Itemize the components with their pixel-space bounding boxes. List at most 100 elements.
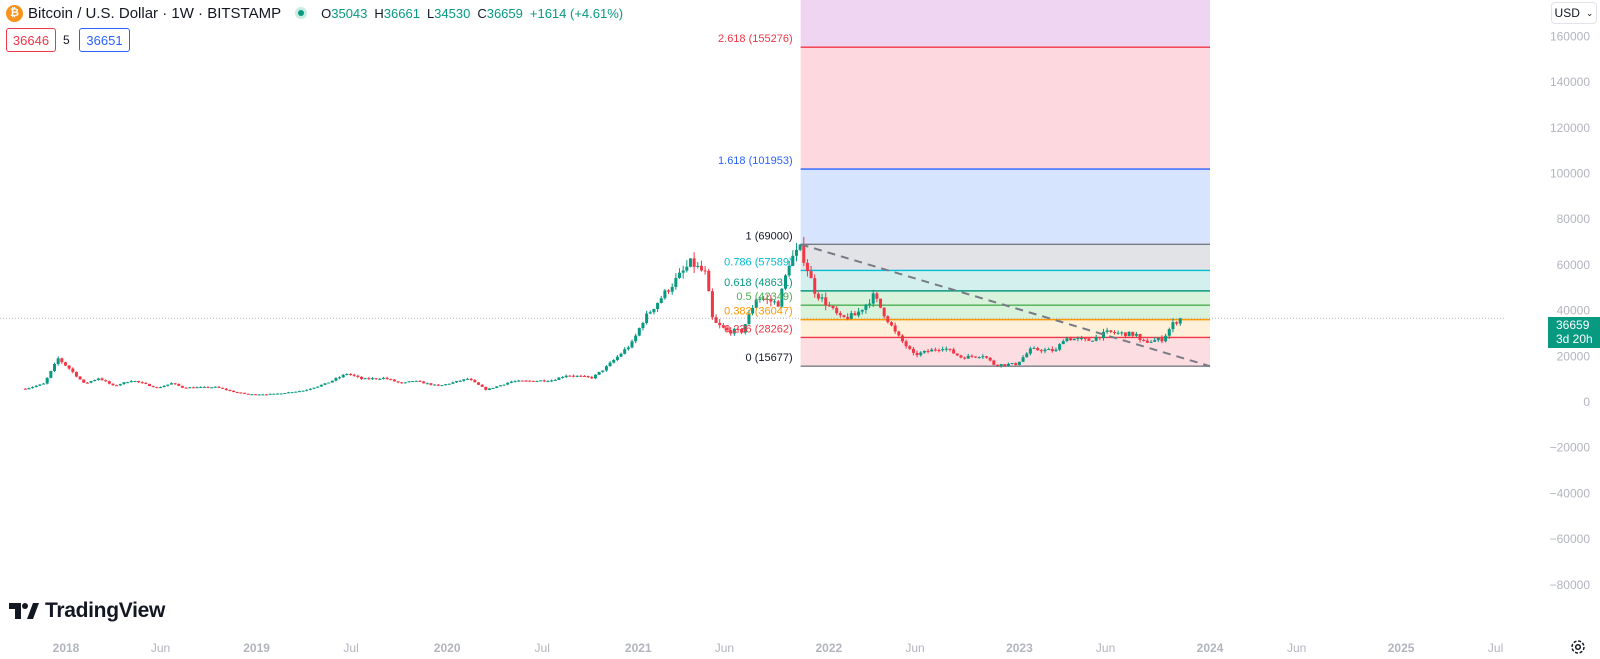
candle-body xyxy=(608,362,612,367)
time-tick-label: 2018 xyxy=(53,641,80,655)
candle-body xyxy=(579,375,583,377)
candle-body xyxy=(1047,348,1051,350)
price-axis[interactable]: 160000 140000 120000 100000 80000 60000 40000 2… xyxy=(1506,0,1600,623)
candle-body xyxy=(411,381,415,383)
ohlc-item: O35043 xyxy=(321,6,367,21)
candle-body xyxy=(663,290,667,299)
candle-body xyxy=(740,328,744,333)
candle-body xyxy=(118,384,122,386)
candle-body xyxy=(820,297,824,299)
candle-body xyxy=(422,381,426,384)
candle-body xyxy=(561,377,565,379)
ohlc-value: +1614 (+4.61%) xyxy=(529,5,624,21)
candle-body xyxy=(758,298,762,300)
candle-body xyxy=(1123,332,1127,337)
candle-body xyxy=(641,322,645,329)
candle-body xyxy=(805,262,809,272)
candle-body xyxy=(604,366,608,371)
spread-value: 5 xyxy=(63,33,70,47)
candle-body xyxy=(206,386,210,388)
candle-body xyxy=(849,313,853,319)
time-tick-label: Jul xyxy=(535,641,550,655)
candle-body xyxy=(1164,335,1168,342)
candle-body xyxy=(762,298,766,300)
ohlc-key: H xyxy=(374,5,384,21)
candle-body xyxy=(784,275,788,289)
fibonacci-levels[interactable] xyxy=(800,46,1210,367)
price-tick-label: −80000 xyxy=(1550,578,1591,592)
candle-body xyxy=(385,377,389,380)
brand-name: TradingView xyxy=(45,599,166,622)
candle-body xyxy=(56,358,60,365)
tradingview-logo-icon xyxy=(9,603,39,619)
candle-body xyxy=(696,265,700,267)
candle-body xyxy=(261,394,265,396)
candle-body xyxy=(948,348,952,350)
currency-button[interactable]: USD ⌄ xyxy=(1551,2,1597,24)
candle-body xyxy=(316,386,320,388)
candle-body xyxy=(816,293,820,299)
candle-body xyxy=(992,360,996,365)
candle-body xyxy=(1025,353,1029,358)
settings-icon[interactable] xyxy=(1569,638,1587,656)
candle-body xyxy=(926,350,930,352)
candle-body xyxy=(1083,338,1087,340)
candle-body xyxy=(535,380,539,382)
candle-body xyxy=(239,392,243,394)
candle-body xyxy=(645,313,649,323)
symbol-legend[interactable]: ₿ Bitcoin / U.S. Dollar · 1W · BITSTAMP … xyxy=(6,3,623,23)
fib-level-label: 0.618 (48631) xyxy=(724,277,793,289)
time-axis[interactable]: 2018 Jun 2019 Jul 2020 Jul 2021 Jun 2022 Jun 2023 J… xyxy=(0,623,1560,659)
candle-body xyxy=(908,346,912,349)
candle-body xyxy=(670,286,674,292)
candle-body xyxy=(301,390,305,392)
price-tick-label: 20000 xyxy=(1557,349,1591,363)
candle-body xyxy=(941,349,945,351)
candle-body xyxy=(1145,340,1149,343)
candle-body xyxy=(254,394,258,396)
last-price-value: 36659 xyxy=(1556,318,1590,332)
fib-level-label: 0.5 (42349) xyxy=(736,291,792,303)
candle-body xyxy=(721,325,725,328)
candle-body xyxy=(498,385,502,387)
trend-line[interactable] xyxy=(800,243,1211,368)
buy-price-button[interactable]: 36651 xyxy=(79,28,130,52)
candle-body xyxy=(60,358,64,363)
candle-body xyxy=(1131,331,1135,336)
candle-body xyxy=(699,265,703,271)
candle-body xyxy=(794,249,798,256)
price-tick-label: 60000 xyxy=(1557,258,1591,272)
symbol-title[interactable]: Bitcoin / U.S. Dollar · 1W · BITSTAMP xyxy=(28,4,282,22)
candle-body xyxy=(294,391,298,393)
candle-body xyxy=(1134,333,1138,336)
time-tick-label: 2024 xyxy=(1197,641,1224,655)
candle-body xyxy=(440,385,444,387)
candle-body xyxy=(864,304,868,310)
bar-countdown: 3d 20h xyxy=(1556,332,1593,346)
candle-body xyxy=(889,322,893,326)
candle-body xyxy=(1032,347,1036,349)
sell-price-button[interactable]: 36646 xyxy=(6,28,56,52)
candle-body xyxy=(678,272,682,279)
candle-body xyxy=(378,378,382,380)
candle-body xyxy=(1043,349,1047,352)
candle-body xyxy=(780,288,784,307)
candle-body xyxy=(751,307,755,314)
candle-body xyxy=(228,390,232,392)
candle-body xyxy=(447,383,451,385)
tradingview-logo[interactable]: TradingView xyxy=(9,599,165,623)
candle-body xyxy=(827,305,831,307)
price-tick-label: 140000 xyxy=(1550,75,1590,89)
candle-body xyxy=(542,380,546,382)
candle-body xyxy=(418,380,422,382)
time-tick-label: Jul xyxy=(1488,641,1503,655)
candle-body xyxy=(473,380,477,383)
candle-body xyxy=(133,381,137,383)
candle-body xyxy=(557,377,561,380)
candle-body xyxy=(773,301,777,303)
candle-body xyxy=(590,376,594,379)
candle-body xyxy=(572,375,576,377)
candle-body xyxy=(67,365,71,369)
market-open-indicator xyxy=(295,7,308,19)
